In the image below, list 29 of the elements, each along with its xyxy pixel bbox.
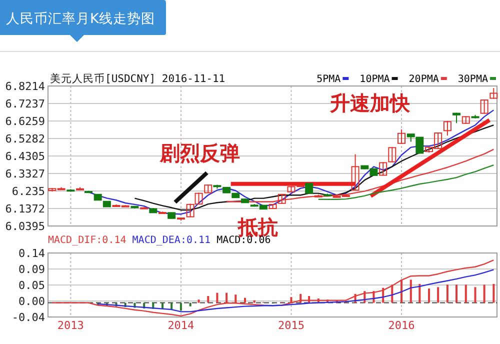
- legend-label: 20PMA: [408, 74, 439, 85]
- y-tick-label: 6.3327: [5, 168, 45, 180]
- chart-subtitle: 美元人民币[USDCNY] 2016-11-11: [50, 72, 226, 85]
- y-tick-label: 6.5282: [5, 132, 45, 146]
- y-tick-label: 6.8214: [5, 80, 46, 93]
- legend-label: 10PMA: [360, 74, 390, 85]
- x-tick-label: 2016: [388, 319, 415, 332]
- x-tick-label: 2015: [278, 319, 304, 332]
- y-tick-label: 6.1372: [5, 202, 45, 216]
- text: MACD_DEA:0.11: [132, 235, 211, 246]
- y-tick-label: 0.09: [18, 263, 45, 276]
- y-tick-label: 6.0395: [5, 220, 45, 233]
- x-tick-label: 2013: [57, 319, 84, 332]
- legend-label: 30PMA: [458, 74, 488, 85]
- y-tick-label: 0.05: [18, 279, 45, 292]
- x-tick-label: 2014: [168, 319, 195, 332]
- y-tick-label: 0.14: [18, 247, 46, 260]
- y-tick-label: 6.4305: [5, 150, 45, 163]
- annotation: 升速加快: [329, 91, 411, 115]
- y-tick-label: 0.00: [18, 295, 45, 308]
- text: MACD:0.06: [216, 235, 271, 246]
- annotation: 剧烈反弹: [159, 141, 240, 165]
- chart-title: 人民币汇率月K线走势图: [6, 11, 155, 27]
- legend-label: 5PMA: [316, 74, 341, 85]
- y-tick-label: 6.7237: [5, 97, 45, 110]
- y-tick-label: 6.6259: [5, 115, 45, 128]
- y-tick-label: -0.04: [12, 311, 46, 324]
- text: MACD_DIF:0.14: [48, 235, 126, 246]
- y-tick-label: 6.235: [12, 184, 45, 198]
